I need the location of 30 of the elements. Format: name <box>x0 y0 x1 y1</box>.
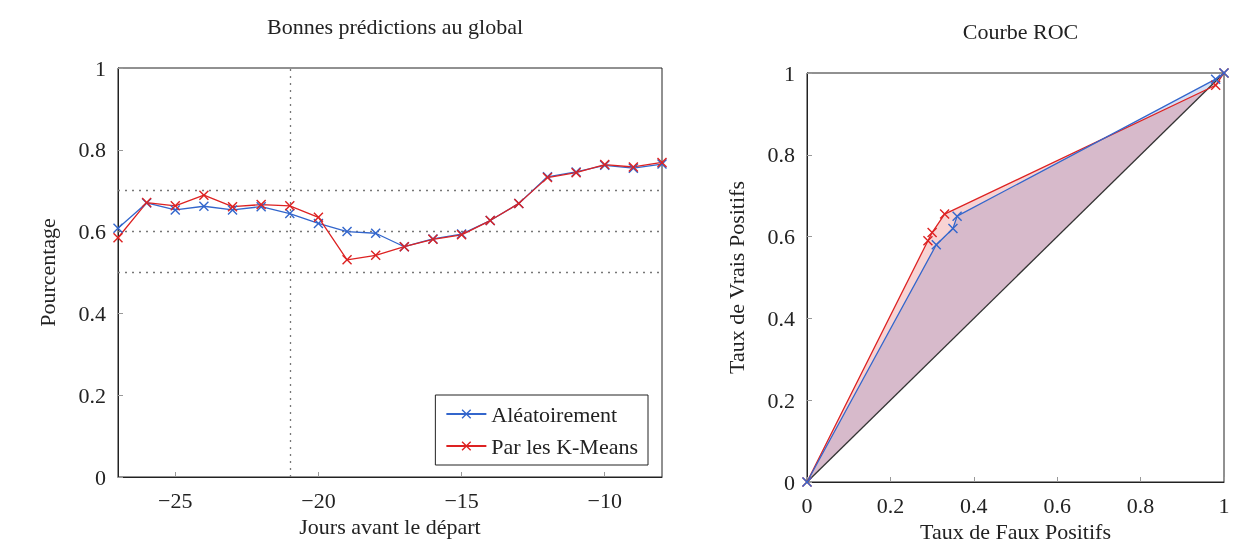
x-tick-label: −20 <box>301 487 336 513</box>
y-axis-title: Pourcentage <box>34 218 60 327</box>
x-tick-label: −15 <box>444 487 479 513</box>
y-tick-label: 0.8 <box>767 142 795 168</box>
chart-title: Bonnes prédictions au global <box>266 13 524 39</box>
x-tick-label: 1 <box>1218 492 1230 518</box>
legend-label: Aléatoirement <box>491 401 618 427</box>
chart-title: Courbe ROC <box>962 18 1079 44</box>
y-tick-label: 0.4 <box>78 300 106 326</box>
x-tick-label: 0.6 <box>1043 492 1071 518</box>
x-axis-title: Jours avant le départ <box>299 514 481 540</box>
y-axis-title: Taux de Vrais Positifs <box>723 181 749 374</box>
y-tick-label: 0 <box>95 464 106 490</box>
x-tick-label: −10 <box>587 487 622 513</box>
y-tick-label: 1 <box>784 60 795 86</box>
y-tick-label: 0 <box>784 469 795 495</box>
x-tick-label: 0.2 <box>876 492 905 518</box>
y-tick-label: 0.4 <box>767 305 795 331</box>
x-axis-title: Taux de Faux Positifs <box>920 519 1111 545</box>
x-tick-label: −25 <box>158 487 193 513</box>
x-tick-label: 0.4 <box>960 492 988 518</box>
y-tick-label: 0.6 <box>78 219 106 245</box>
y-tick-label: 0.6 <box>767 224 795 250</box>
y-tick-label: 1 <box>95 55 106 81</box>
x-tick-label: 0 <box>801 492 813 518</box>
y-tick-label: 0.8 <box>78 137 106 163</box>
y-tick-label: 0.2 <box>78 382 106 408</box>
x-tick-label: 0.8 <box>1126 492 1155 518</box>
y-tick-label: 0.2 <box>767 387 795 413</box>
legend-label: Par les K-Means <box>491 433 639 459</box>
